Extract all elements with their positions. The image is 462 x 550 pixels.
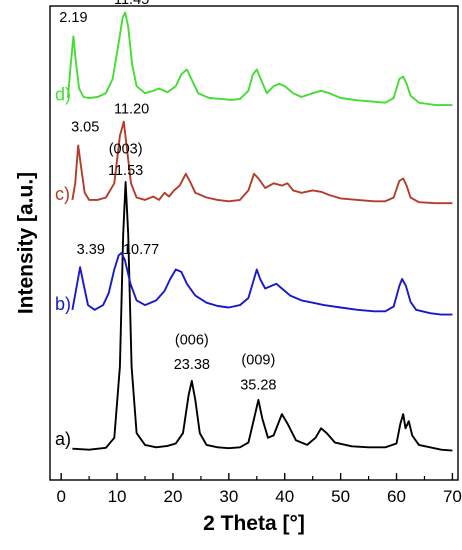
peak-annotation: (003) — [109, 141, 143, 157]
plot-border — [49, 5, 459, 481]
x-axis-ticks: 0 10 20 30 40 50 60 70 — [56, 473, 462, 506]
peak-annotation: 11.45 — [114, 0, 149, 8]
peak-annotation: 3.39 — [77, 242, 105, 258]
x-axis-title: 2 Theta [°] — [203, 512, 305, 535]
peak-annotation: 10.77 — [123, 242, 159, 258]
x-tick-label: 40 — [275, 487, 294, 506]
peak-annotation: (009) — [241, 352, 275, 368]
series-line-1 — [71, 252, 453, 316]
peak-annotation: 35.28 — [240, 377, 276, 393]
series-labels: a) b) c) d) — [55, 84, 71, 449]
x-tick-label: 30 — [219, 487, 238, 506]
peak-annotation: 11.53 — [108, 163, 143, 179]
x-tick-label: 20 — [163, 487, 182, 506]
annotation-layer: 2.19 11.45 3.05 11.20 3.39 10.77 (003) 11.53 (00… — [59, 0, 276, 393]
x-tick-label: 60 — [387, 487, 406, 506]
y-axis-title: Intensity [a.u.] — [15, 172, 38, 314]
peak-annotation: (006) — [175, 332, 209, 348]
series-layer — [66, 11, 453, 452]
series-line-2 — [71, 120, 453, 205]
x-tick-label: 0 — [56, 487, 65, 506]
plot-frame — [49, 5, 459, 481]
series-label: b) — [55, 294, 71, 314]
x-tick-label: 70 — [443, 487, 462, 506]
series-line-0 — [72, 180, 453, 452]
series-line-3 — [66, 11, 453, 107]
series-label: a) — [55, 429, 71, 449]
peak-annotation: 11.20 — [114, 102, 149, 118]
peak-annotation: 23.38 — [174, 357, 210, 373]
x-tick-label: 10 — [108, 487, 127, 506]
series-label: c) — [55, 184, 70, 204]
x-tick-label: 50 — [331, 487, 350, 506]
series-label: d) — [55, 84, 71, 104]
peak-annotation: 3.05 — [71, 120, 99, 136]
peak-annotation: 2.19 — [59, 10, 87, 26]
